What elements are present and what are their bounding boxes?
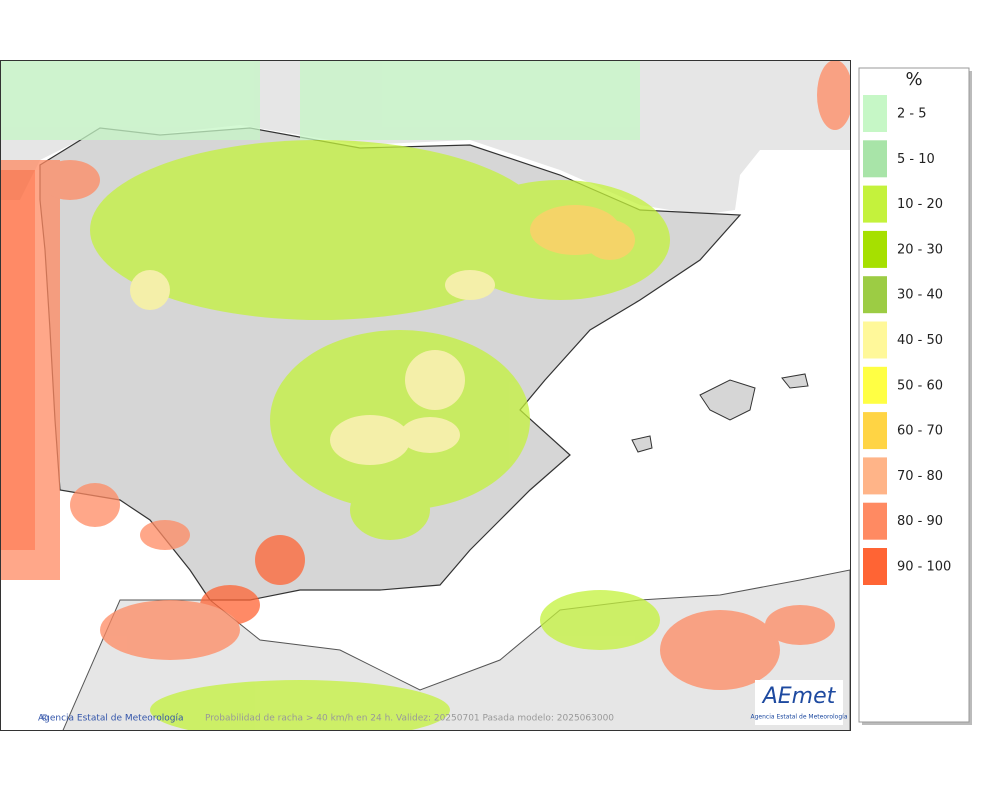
ibiza bbox=[631, 435, 653, 453]
legend-label: 30 - 40 bbox=[897, 288, 943, 303]
map-credit: Agencia Estatal de Meteorología bbox=[38, 714, 184, 724]
logo-subtitle: Agencia Estatal de Meteorología bbox=[751, 714, 848, 721]
legend-swatch bbox=[863, 321, 887, 359]
legend-label: 50 - 60 bbox=[897, 378, 943, 393]
menorca bbox=[781, 373, 809, 389]
legend-title: % bbox=[905, 69, 922, 90]
probability-field bbox=[0, 60, 850, 730]
legend-swatch bbox=[863, 366, 887, 404]
legend-swatch bbox=[863, 140, 887, 178]
legend-label: 40 - 50 bbox=[897, 333, 943, 348]
legend-label: 60 - 70 bbox=[897, 424, 943, 439]
legend-swatch bbox=[863, 548, 887, 585]
legend-swatch bbox=[863, 95, 887, 132]
logo-name: AEmet bbox=[761, 684, 837, 709]
legend-swatch bbox=[863, 276, 887, 314]
legend-label: 10 - 20 bbox=[897, 197, 943, 212]
legend-label: 2 - 5 bbox=[897, 107, 927, 122]
legend-swatch bbox=[863, 457, 887, 495]
mallorca bbox=[699, 379, 756, 421]
legend-label: 70 - 80 bbox=[897, 469, 943, 484]
legend-label: 20 - 30 bbox=[897, 242, 943, 257]
legend-label: 5 - 10 bbox=[897, 152, 935, 167]
legend-swatch bbox=[863, 230, 887, 268]
legend-swatch bbox=[863, 185, 887, 223]
map-caption: Probabilidad de racha > 40 km/h en 24 h.… bbox=[205, 714, 614, 724]
map: © Agencia Estatal de Meteorología Probab… bbox=[0, 60, 850, 730]
credit-icon: © bbox=[40, 714, 49, 724]
logo-box bbox=[755, 680, 843, 725]
legend-entries: 2 - 5 5 - 10 10 - 20 20 - 30 30 - 40 40 - 50 5… bbox=[863, 95, 951, 585]
map-frame bbox=[0, 60, 851, 731]
legend-swatch bbox=[863, 412, 887, 450]
legend-label: 90 - 100 bbox=[897, 560, 951, 575]
legend-label: 80 - 90 bbox=[897, 514, 943, 529]
legend-swatch bbox=[863, 502, 887, 540]
